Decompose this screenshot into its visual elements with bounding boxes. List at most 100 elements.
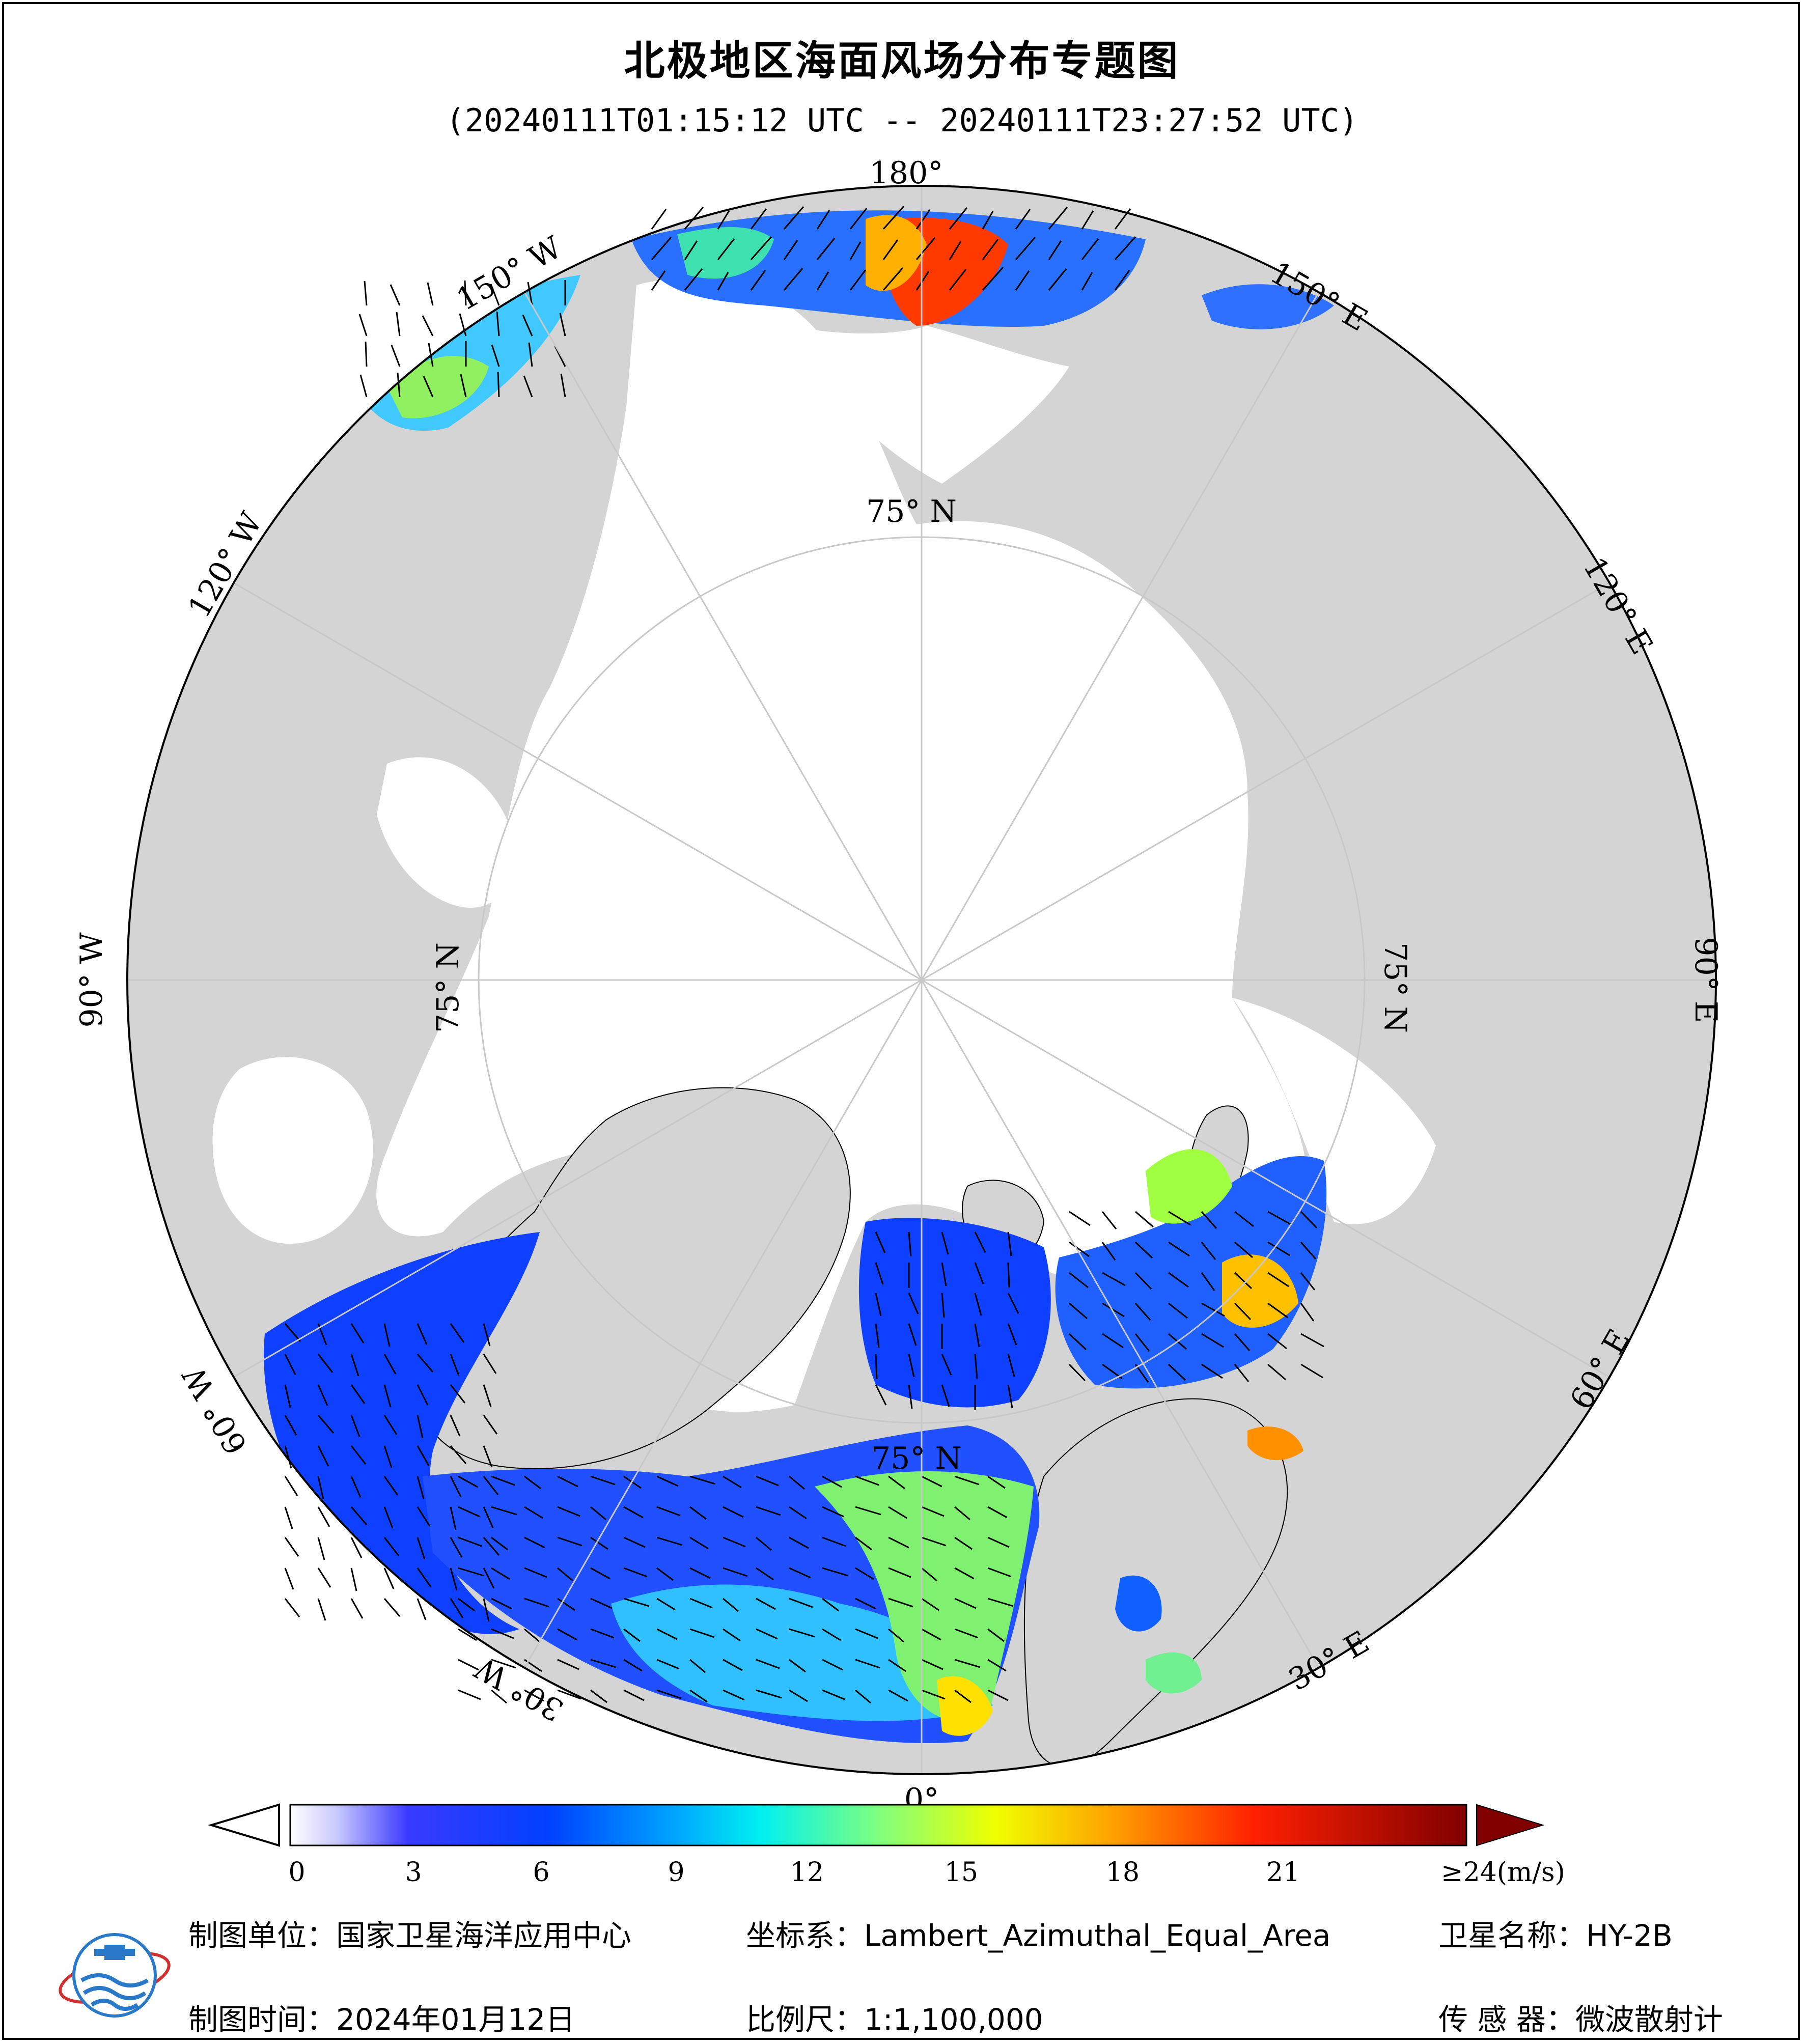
wind-arrow	[954, 1659, 981, 1668]
wind-arrow	[822, 1567, 848, 1577]
wind-arrow	[397, 372, 401, 398]
polar-map: 180° 150° E 120° E 90° E 60° E 30° E 0° …	[74, 155, 1724, 1847]
wind-arrow	[1134, 1333, 1150, 1352]
wind-arrow	[1081, 238, 1099, 260]
wind-arrow	[822, 1659, 843, 1671]
wind-arrow	[816, 210, 830, 230]
wind-arrow	[822, 1689, 845, 1700]
wind-arrow	[527, 282, 533, 306]
wind-arrow	[524, 1628, 540, 1643]
wind-arrow	[358, 314, 368, 337]
wind-arrow	[427, 282, 434, 306]
wind-arrow	[987, 1506, 1008, 1519]
wind-arrow	[750, 270, 766, 291]
lat-label-right: 75° N	[1377, 942, 1413, 1033]
wind-arrow	[524, 1598, 549, 1608]
wind-arrows	[284, 206, 1324, 1704]
wind-arrow	[1168, 1241, 1190, 1257]
wind-arrow	[524, 1536, 545, 1549]
wind-arrow	[383, 1384, 392, 1408]
wind-arrow	[459, 313, 467, 337]
wind-arrow	[417, 1323, 428, 1345]
wind-arrow	[875, 1231, 886, 1253]
wind-arrow	[590, 1506, 606, 1521]
wind-arrow	[623, 1628, 641, 1642]
wind-arrow	[350, 1598, 364, 1619]
wind-arrow	[816, 271, 829, 291]
wind-arrow	[1135, 1211, 1154, 1228]
wind-arrow	[417, 1506, 431, 1527]
wind-arrow	[888, 1628, 904, 1643]
wind-arrow	[987, 1475, 1006, 1489]
wind-arrow	[723, 1689, 745, 1701]
wind-arrow	[1267, 1272, 1289, 1287]
wind-arrow	[317, 1415, 335, 1434]
wind-arrow	[557, 1689, 581, 1700]
wind-arrow	[1102, 1302, 1125, 1318]
wind-arrow	[1081, 210, 1094, 230]
wind-arrow	[921, 1689, 946, 1700]
wind-arrow	[423, 376, 434, 398]
wind-arrow	[908, 1231, 912, 1257]
wind-arrow	[483, 1415, 498, 1435]
wind-arrow	[1234, 1241, 1253, 1258]
wind-arrow	[590, 1598, 613, 1609]
wind-arrow	[915, 271, 930, 291]
wind-arrow	[921, 1628, 941, 1641]
wind-arrow	[855, 1628, 878, 1639]
wind-arrow	[656, 1536, 683, 1546]
wind-arrow	[317, 1506, 330, 1527]
wind-arrow	[1201, 1211, 1217, 1229]
kara-sea	[1232, 998, 1436, 1224]
wind-arrow	[524, 1475, 541, 1490]
wind-arrow	[590, 1628, 615, 1639]
wind-arrow	[450, 1506, 457, 1530]
wind-arrow	[689, 1536, 709, 1550]
wind-arrow	[1007, 1354, 1015, 1377]
wind-arrow	[1102, 1333, 1124, 1349]
wind-arrow	[684, 268, 703, 291]
wind-arrow	[497, 372, 500, 398]
wind-arrow	[417, 1537, 426, 1560]
time-range-subtitle: (20240111T01:15:12 UTC -- 20240111T23:27…	[446, 102, 1358, 139]
wind-arrow	[450, 1598, 464, 1618]
wind-arrow	[460, 374, 467, 398]
wind-arrow	[949, 269, 967, 291]
canadian-channels	[377, 757, 516, 908]
wind-arrow	[350, 1323, 365, 1343]
colorbar-max-tick: ≥24	[1441, 1857, 1497, 1888]
wind-arrow	[450, 1567, 458, 1591]
wind-arrow	[491, 1536, 508, 1551]
wind-arrow	[383, 1323, 391, 1347]
wind-arrow	[941, 1354, 952, 1376]
wind-arrow	[875, 1262, 884, 1285]
wind-arrow	[1048, 268, 1067, 291]
wind-arrow	[651, 237, 672, 260]
map-title: 北极地区海面风场分布专题图	[624, 37, 1180, 85]
wind-arrow	[723, 1628, 741, 1642]
lat-label-left: 75° N	[430, 942, 466, 1033]
wind-arrow	[590, 1689, 607, 1703]
wind-arrow	[656, 1475, 679, 1487]
wind-arrow	[1007, 1323, 1017, 1346]
wind-arrow	[789, 1506, 807, 1520]
wind-arrow	[483, 1598, 490, 1622]
wind-arrow	[1015, 237, 1036, 260]
wind-arrow	[483, 1323, 491, 1347]
wind-arrow	[849, 241, 862, 260]
wind-arrow	[651, 270, 666, 291]
colorbar-max-label: ≥24(m/s)	[1441, 1857, 1565, 1888]
wind-arrow	[284, 1323, 301, 1342]
wind-arrow	[557, 1598, 575, 1611]
colorbar-tick: 15	[944, 1857, 979, 1888]
wind-arrow	[1267, 1211, 1291, 1225]
wind-arrow	[1234, 1333, 1251, 1351]
wind-arrow	[284, 1354, 296, 1375]
wind-arrow	[458, 1598, 475, 1612]
wind-arrow	[491, 1628, 514, 1639]
wind-arrow	[689, 1659, 706, 1673]
wind-arrow	[1300, 1272, 1316, 1291]
wind-arrow	[623, 1506, 644, 1519]
lon-label-90e: 90° E	[1688, 937, 1724, 1023]
wind-arrow	[528, 342, 533, 367]
